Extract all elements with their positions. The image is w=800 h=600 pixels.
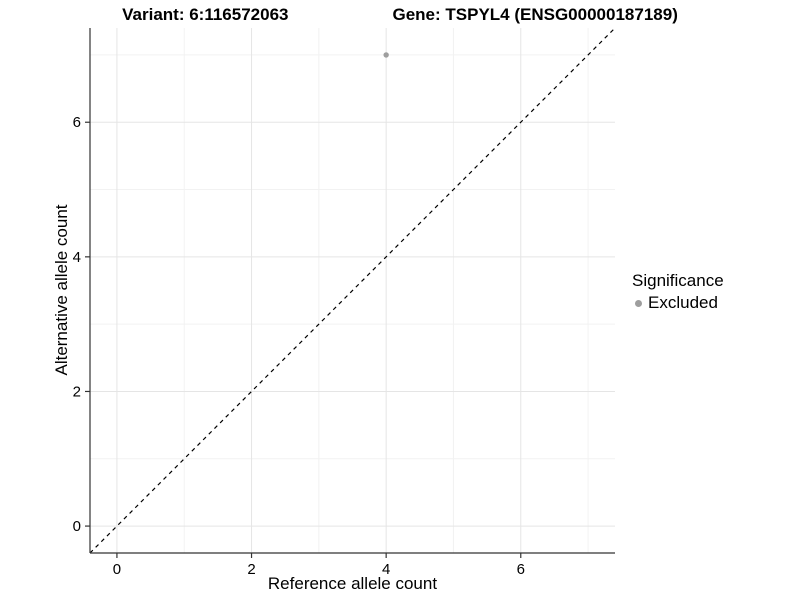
y-tick-label-2: 2 bbox=[73, 383, 81, 400]
identity-line bbox=[89, 27, 616, 554]
x-tick-label-6: 6 bbox=[517, 561, 525, 578]
title-variant: Variant: 6:116572063 bbox=[122, 5, 289, 24]
x-tick-label-2: 2 bbox=[247, 561, 255, 578]
title-gene: Gene: TSPYL4 (ENSG00000187189) bbox=[392, 5, 678, 24]
x-axis-label: Reference allele count bbox=[267, 574, 438, 593]
chart-title: Variant: 6:116572063 Gene: TSPYL4 (ENSG0… bbox=[0, 4, 800, 26]
legend: Significance Excluded bbox=[632, 271, 724, 313]
x-tick-label-0: 0 bbox=[113, 561, 121, 578]
y-tick-label-6: 6 bbox=[73, 114, 81, 131]
x-tick-label-4: 4 bbox=[382, 561, 390, 578]
y-tick-label-4: 4 bbox=[73, 249, 81, 266]
legend-title: Significance bbox=[632, 271, 724, 290]
legend-entry-excluded: Excluded bbox=[635, 293, 724, 313]
y-axis-label: Alternative allele count bbox=[52, 204, 71, 376]
legend-entry-label: Excluded bbox=[648, 293, 718, 312]
data-point-excluded bbox=[383, 52, 389, 58]
legend-marker-dot bbox=[635, 299, 642, 307]
y-tick-label-0: 0 bbox=[73, 518, 81, 535]
